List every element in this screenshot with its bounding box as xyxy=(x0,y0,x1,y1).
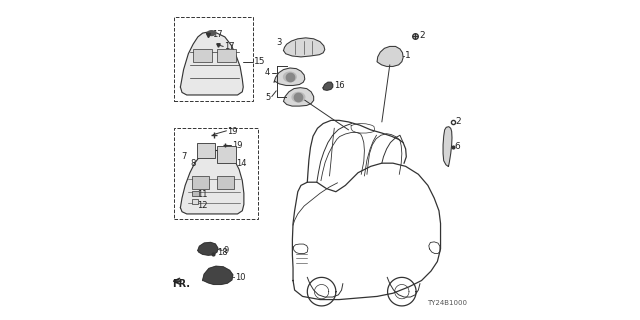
Text: 6: 6 xyxy=(455,142,461,151)
Text: 11: 11 xyxy=(197,190,207,199)
Bar xyxy=(217,177,234,188)
Text: 17: 17 xyxy=(212,30,223,39)
Text: 1: 1 xyxy=(405,52,411,60)
Text: 5: 5 xyxy=(265,93,270,102)
Text: TY24B1000: TY24B1000 xyxy=(428,300,467,306)
Text: 16: 16 xyxy=(334,81,345,90)
Bar xyxy=(191,191,198,196)
Text: 10: 10 xyxy=(235,273,246,282)
Text: 3: 3 xyxy=(276,38,282,47)
Text: 4: 4 xyxy=(265,68,270,77)
Polygon shape xyxy=(323,82,333,90)
Text: 9: 9 xyxy=(223,246,228,255)
Polygon shape xyxy=(180,32,243,95)
Polygon shape xyxy=(203,266,233,284)
Polygon shape xyxy=(284,88,314,106)
Bar xyxy=(174,17,253,101)
Text: 2: 2 xyxy=(419,31,424,40)
Text: 15: 15 xyxy=(254,57,266,66)
Text: 13: 13 xyxy=(199,146,209,155)
Text: 18: 18 xyxy=(217,248,228,257)
Ellipse shape xyxy=(284,72,296,82)
Text: 14: 14 xyxy=(237,159,247,168)
Text: 12: 12 xyxy=(197,201,207,210)
Bar xyxy=(191,177,209,188)
Polygon shape xyxy=(443,127,452,166)
Text: 7: 7 xyxy=(181,152,187,161)
Text: 2: 2 xyxy=(456,117,461,126)
Bar xyxy=(193,49,212,62)
Ellipse shape xyxy=(207,31,216,36)
Polygon shape xyxy=(274,68,305,85)
Bar xyxy=(191,199,198,204)
Text: 8: 8 xyxy=(190,159,195,168)
Polygon shape xyxy=(377,46,403,67)
Polygon shape xyxy=(198,243,218,255)
Polygon shape xyxy=(180,150,244,214)
Text: FR.: FR. xyxy=(173,279,191,289)
Text: 19: 19 xyxy=(227,127,238,136)
Bar xyxy=(174,128,258,219)
Text: 17: 17 xyxy=(224,42,234,51)
Text: 19: 19 xyxy=(232,140,243,149)
Bar xyxy=(197,142,214,158)
Polygon shape xyxy=(284,38,324,57)
Bar xyxy=(217,49,236,62)
Bar xyxy=(217,146,236,163)
Ellipse shape xyxy=(292,92,305,102)
